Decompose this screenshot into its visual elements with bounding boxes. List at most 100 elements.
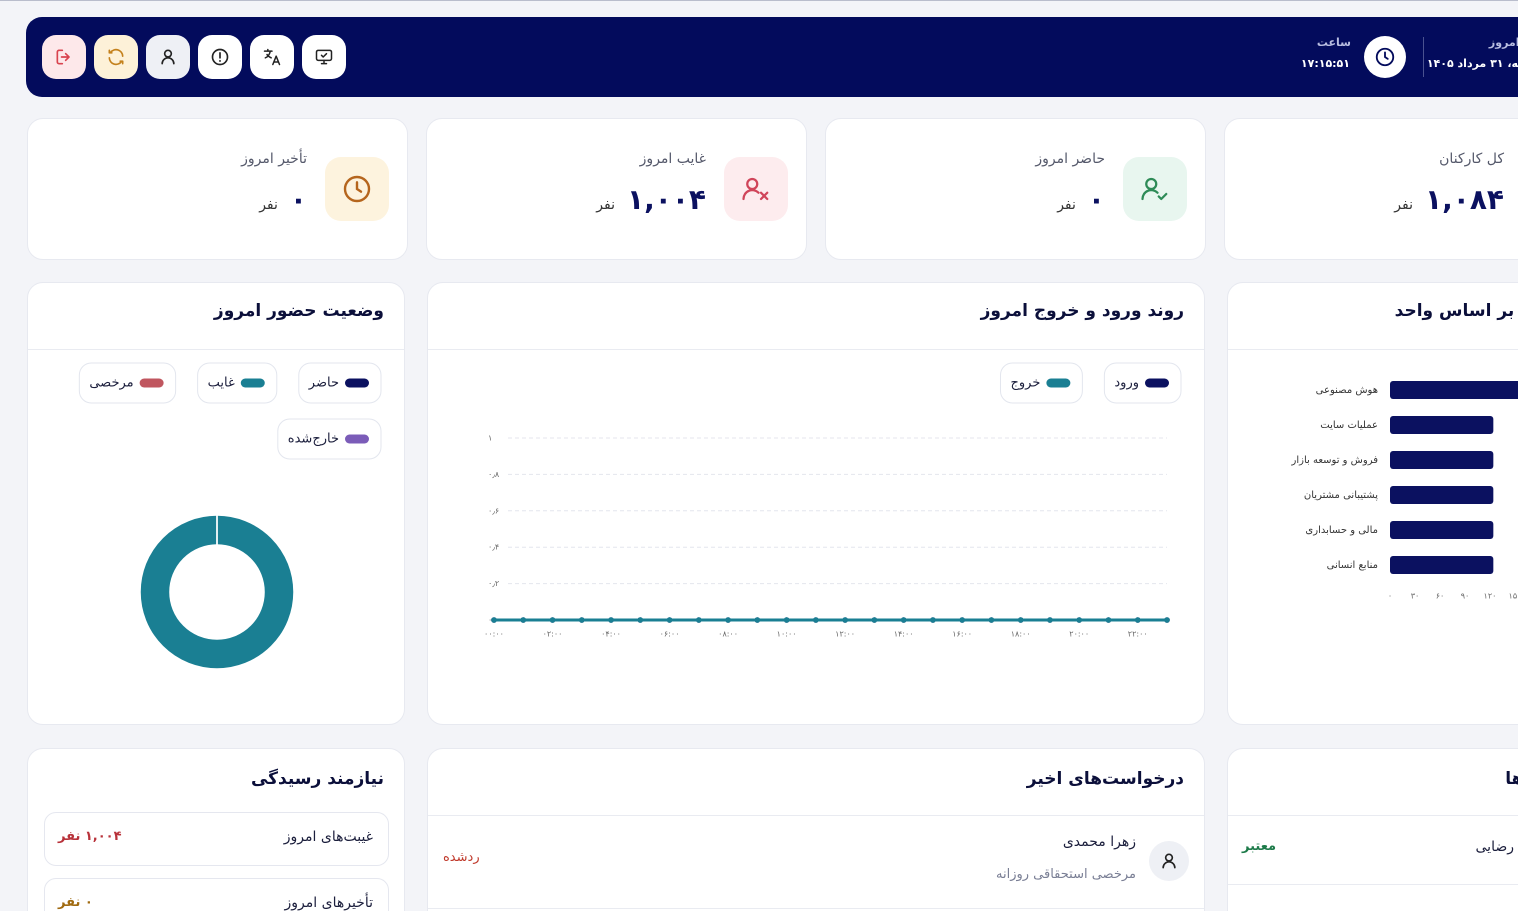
stat-value: ۰ (289, 183, 307, 216)
divider (28, 349, 404, 350)
series-point (1076, 617, 1083, 623)
chart-title: کارکنان بر اساس واحد (1394, 301, 1518, 321)
series-point (491, 617, 497, 623)
series-point (1047, 617, 1053, 623)
legend-pill (298, 362, 382, 404)
legend-swatch (1046, 378, 1071, 388)
legend-swatch (345, 378, 369, 388)
legend-label: غایب (208, 376, 235, 391)
chart-card: هوش مصنوعی عملیات سایت فروش و توسعه بازار پ… (1227, 282, 1518, 725)
line-chart: ورود خروج ۰ ۰٫۲ ۰٫۴ ۰٫۶ ۰٫۸ ۱ ۰۰:۰۰ ۰۲:۰۰ ۰۴:۰۰ ۰۶:… (484, 362, 1182, 639)
legend-item: غایب (197, 362, 278, 404)
language-button[interactable] (250, 35, 294, 79)
profile-button[interactable] (146, 35, 190, 79)
bar (1390, 556, 1494, 574)
x-tick-label: ۰۶:۰۰ (660, 630, 680, 639)
stat-label: کل کارکنان (1439, 151, 1504, 167)
series-point (783, 617, 790, 623)
item-label: غیبت‌های امروز (283, 829, 373, 845)
x-tick-label: ۰۴:۰۰ (601, 630, 621, 639)
attention-item[interactable]: تأخیرهای امروز ۰ نفر (44, 878, 389, 911)
series-point (988, 617, 995, 623)
attention-item[interactable]: غیبت‌های امروز ۱,۰۰۴ نفر (44, 812, 389, 866)
stat-card: کل کارکنان ۱,۰۸۴ نفر (1224, 118, 1518, 260)
series-point (1017, 617, 1024, 623)
x-tick-label: ۰۰:۰۰ (484, 630, 504, 639)
divider (428, 908, 1204, 909)
requests-card: درخواست‌های اخیر زهرا محمدی مرخصی استحقا… (427, 748, 1205, 911)
logout-icon (56, 49, 70, 65)
monitor-button[interactable] (302, 35, 346, 79)
y-tick-label: عملیات سایت (1320, 420, 1378, 431)
series-point (696, 617, 702, 623)
x-tick-label: ۰۲:۰۰ (543, 630, 563, 639)
stat-value: ۰ (1087, 183, 1105, 216)
legend-item: مرخصی (78, 362, 177, 404)
bar (1390, 381, 1518, 399)
logout-button[interactable] (42, 35, 86, 79)
series-point (578, 617, 585, 623)
legend-pill (1103, 362, 1182, 404)
y-tick-label: ۰٫۶ (488, 506, 499, 515)
series-point (637, 617, 644, 623)
legend-pill (78, 362, 177, 404)
legend-label: حاضر (308, 376, 339, 391)
bar (1390, 416, 1494, 434)
stat-label: غایب امروز (639, 151, 706, 167)
x-tick-label: ۶۰ (1436, 592, 1445, 601)
x-tick-label: ۱۲۰ (1484, 592, 1497, 601)
stat-value-row: ۰ نفر (259, 183, 307, 216)
chart-card: حاضر غایب مرخصی خارج‌شده وضعیت حضور امروز (27, 282, 405, 725)
item-label: تأخیرهای امروز (284, 895, 373, 911)
stat-value: ۱,۰۸۴ (1425, 183, 1504, 216)
x-tick-label: ۳۰ (1411, 592, 1420, 601)
time-label: ساعت (1316, 36, 1351, 49)
legend-swatch (139, 378, 164, 388)
user-icon (161, 49, 175, 65)
avatar (1149, 841, 1189, 881)
series-point (842, 617, 848, 623)
item-value: ۱,۰۰۴ نفر (58, 829, 122, 844)
series-point (549, 617, 556, 623)
request-type: مرخصی استحقاقی روزانه (996, 867, 1136, 882)
item-value: ۰ نفر (58, 895, 93, 910)
stat-unit: نفر (259, 197, 278, 213)
legend-pill (197, 362, 278, 404)
x-tick-label: ۲۲:۰۰ (1128, 630, 1148, 639)
x-tick-label: ۱۶:۰۰ (952, 630, 972, 639)
divider (1228, 815, 1518, 816)
bar-chart: هوش مصنوعی عملیات سایت فروش و توسعه بازار پ… (1291, 381, 1518, 601)
request-name: زهرا محمدی (1062, 834, 1136, 850)
divider (1228, 884, 1518, 885)
x-tick-label: ۱۴:۰۰ (894, 630, 914, 639)
divider (428, 815, 1204, 816)
donut-chart: حاضر غایب مرخصی خارج‌شده (78, 362, 382, 670)
stat-card: تأخیر امروز ۰ نفر (27, 118, 408, 260)
x-tick-label: ۰۸:۰۰ (718, 630, 738, 639)
y-tick-label: ۱ (488, 434, 492, 443)
stat-icon (1123, 157, 1187, 221)
legend-label: خارج‌شده (288, 432, 339, 447)
bar (1390, 521, 1494, 539)
y-tick-label: منابع انسانی (1327, 560, 1378, 571)
stat-label: تأخیر امروز (241, 151, 307, 167)
chart-title: روند ورود و خروج امروز (980, 301, 1184, 321)
clock-icon (1375, 47, 1395, 67)
y-tick-label: ۰٫۸ (488, 470, 500, 479)
stat-label: حاضر امروز (1035, 151, 1105, 167)
chart-title: وضعیت حضور امروز (213, 301, 384, 321)
legend-swatch (345, 434, 369, 444)
alert-button[interactable] (198, 35, 242, 79)
contracts-card: قراردادها رضایی معتبر (1227, 748, 1518, 911)
bar (1390, 486, 1494, 504)
y-tick-label: فروش و توسعه بازار (1291, 455, 1379, 466)
stat-unit: نفر (1057, 197, 1076, 213)
series-point (900, 617, 907, 623)
legend-swatch (1145, 378, 1169, 388)
y-tick-label: مالی و حسابداری (1305, 525, 1378, 536)
stat-card: غایب امروز ۱,۰۰۴ نفر (426, 118, 807, 260)
y-tick-label: ۰ (488, 616, 492, 625)
contract-name: رضایی (1475, 839, 1514, 855)
refresh-button[interactable] (94, 35, 138, 79)
